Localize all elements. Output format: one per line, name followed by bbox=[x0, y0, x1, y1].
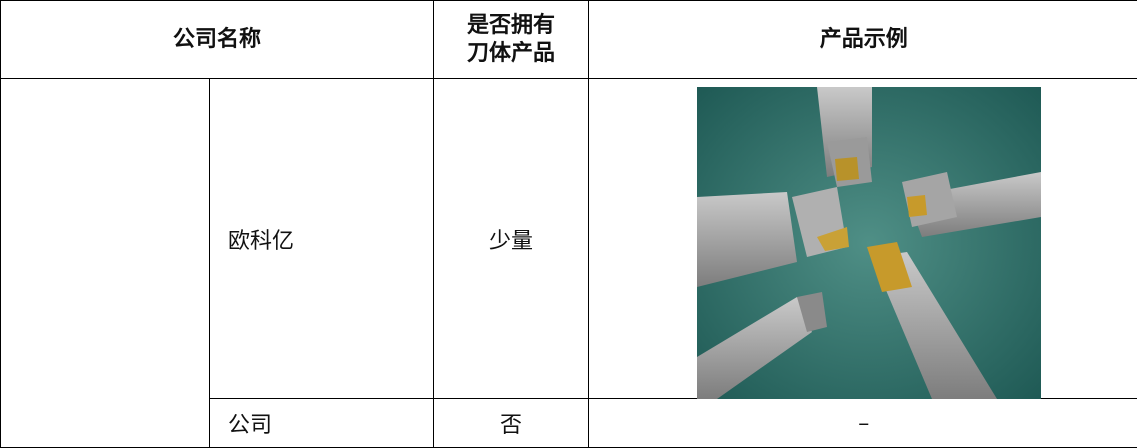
row: 欧科亿 少量 bbox=[0, 78, 1137, 448]
image-cell bbox=[588, 78, 1137, 399]
header-cell: 产品示例 bbox=[588, 0, 1137, 79]
has-body: 少量 bbox=[433, 78, 590, 399]
header-has-body: 是否拥有 bbox=[467, 12, 556, 38]
header-row: 公司名称 是否拥有 刀体产品 产品示例 bbox=[0, 0, 1137, 79]
header-cell: 公司名称 bbox=[0, 0, 435, 79]
has-body: 否 bbox=[433, 398, 590, 448]
example: – bbox=[588, 398, 1137, 448]
product-image bbox=[697, 87, 1042, 399]
row: 公司 否 – bbox=[1, 398, 1137, 448]
company-name: 欧科亿 bbox=[208, 78, 435, 399]
header-example: 产品示例 bbox=[819, 26, 908, 52]
header-company: 公司名称 bbox=[173, 26, 262, 52]
header-cell: 是否拥有 刀体产品 bbox=[433, 0, 590, 79]
empty-cell bbox=[0, 78, 210, 448]
header-has-body: 刀体产品 bbox=[467, 40, 556, 66]
company-name: 公司 bbox=[208, 398, 435, 448]
